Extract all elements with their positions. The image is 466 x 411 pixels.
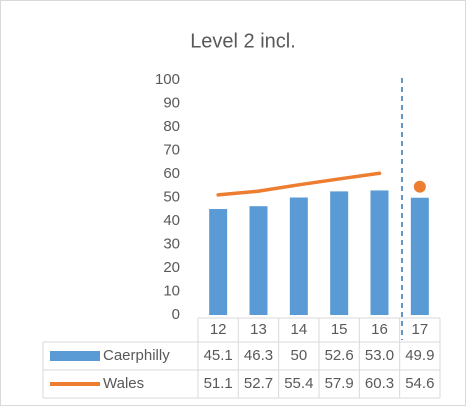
bar [330,191,349,315]
table-value: 51.1 [204,375,233,392]
line [216,171,382,197]
legend-label: Wales [103,375,144,392]
bar [249,206,268,315]
y-tick-label: 70 [163,141,180,158]
chart-title: Level 2 incl. [190,30,296,52]
y-tick-label: 30 [163,235,180,252]
y-tick-label: 0 [172,306,180,323]
table-value: 45.1 [204,347,233,364]
y-tick-label: 20 [163,259,180,276]
y-tick-label: 60 [163,165,180,182]
table-value: 46.3 [244,347,273,364]
x-tick-label: 17 [411,321,428,338]
table-value: 52.6 [325,347,354,364]
x-tick-label: 15 [331,321,348,338]
table-value: 60.3 [365,375,394,392]
table-value: 50 [290,347,307,364]
table-value: 55.4 [284,375,313,392]
x-tick-label: 13 [250,321,267,338]
x-tick-label: 14 [290,321,307,338]
bar [370,190,389,315]
point [413,180,426,193]
bar [289,197,308,315]
y-tick-label: 100 [155,71,180,88]
table-value: 49.9 [405,347,434,364]
y-tick-label: 10 [163,282,180,299]
x-tick-label: 16 [371,321,388,338]
bar [209,209,228,315]
y-tick-label: 40 [163,212,180,229]
table-value: 53.0 [365,347,394,364]
legend-swatch [50,351,100,361]
legend-label: Caerphilly [103,347,170,364]
y-tick-label: 90 [163,94,180,111]
x-tick-label: 12 [210,321,227,338]
y-tick-label: 80 [163,118,180,135]
table-value: 52.7 [244,375,273,392]
table-value: 54.6 [405,375,434,392]
bar [410,197,429,315]
table-value: 57.9 [325,375,354,392]
y-tick-label: 50 [163,188,180,205]
